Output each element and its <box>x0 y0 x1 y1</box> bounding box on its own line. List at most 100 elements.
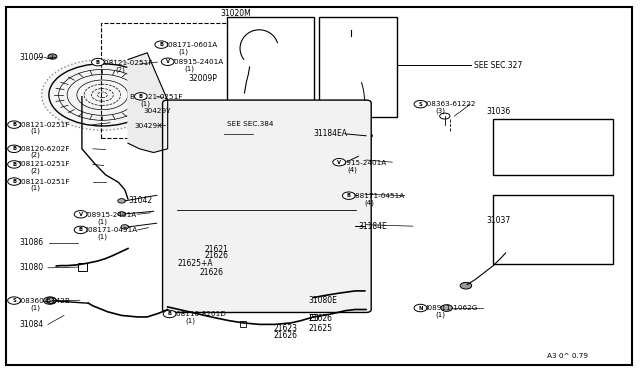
Circle shape <box>42 60 163 130</box>
Text: (1): (1) <box>97 233 108 240</box>
Text: 31086: 31086 <box>19 238 44 247</box>
Text: 31080E: 31080E <box>308 296 337 305</box>
Text: A3 0^ 0.79: A3 0^ 0.79 <box>547 353 588 359</box>
Text: 21625: 21625 <box>308 324 333 333</box>
Circle shape <box>8 145 20 153</box>
Circle shape <box>211 264 224 272</box>
Circle shape <box>253 156 340 207</box>
Text: B08121-0251F: B08121-0251F <box>17 179 70 185</box>
Text: (1): (1) <box>31 185 41 191</box>
Text: 31080: 31080 <box>19 263 44 272</box>
Text: B08121-0251F: B08121-0251F <box>99 60 152 66</box>
Text: (2): (2) <box>115 67 125 73</box>
Circle shape <box>364 224 371 228</box>
Text: 30429X: 30429X <box>134 124 163 129</box>
Text: B: B <box>12 162 16 167</box>
Text: 31037: 31037 <box>486 216 511 225</box>
Text: B: B <box>96 60 100 65</box>
Text: 21626: 21626 <box>205 251 229 260</box>
Text: S08363-61222: S08363-61222 <box>422 101 476 107</box>
Circle shape <box>191 155 283 208</box>
Circle shape <box>346 64 356 70</box>
Text: B: B <box>168 311 172 317</box>
Bar <box>511 137 589 159</box>
Circle shape <box>226 175 249 188</box>
Polygon shape <box>128 53 168 153</box>
Circle shape <box>356 193 364 198</box>
Text: (1): (1) <box>31 128 41 134</box>
Text: (1): (1) <box>97 218 108 225</box>
Bar <box>310 314 317 320</box>
FancyBboxPatch shape <box>163 100 371 312</box>
Circle shape <box>330 192 343 200</box>
Text: 31009: 31009 <box>19 53 44 62</box>
Text: V08915-2401A: V08915-2401A <box>333 160 387 166</box>
Text: 21625+A: 21625+A <box>178 259 214 268</box>
Circle shape <box>46 298 56 304</box>
Circle shape <box>414 100 427 108</box>
Circle shape <box>271 166 323 197</box>
Text: B08120-6202F: B08120-6202F <box>17 146 70 152</box>
Circle shape <box>191 192 204 200</box>
Circle shape <box>161 58 174 65</box>
Bar <box>319 17 397 117</box>
Circle shape <box>346 71 356 77</box>
Circle shape <box>74 211 87 218</box>
Circle shape <box>357 154 365 158</box>
Circle shape <box>118 199 125 203</box>
Circle shape <box>8 297 20 304</box>
Text: SEE SEC.327: SEE SEC.327 <box>474 61 522 70</box>
Circle shape <box>8 161 20 168</box>
Text: B08110-8201D: B08110-8201D <box>172 311 227 317</box>
Text: 32009P: 32009P <box>189 74 218 83</box>
Text: B: B <box>347 193 351 198</box>
Text: (1): (1) <box>178 49 188 55</box>
Text: B08121-0251F: B08121-0251F <box>17 161 70 167</box>
FancyBboxPatch shape <box>498 206 604 254</box>
Text: V: V <box>166 59 170 64</box>
Circle shape <box>414 304 427 312</box>
FancyBboxPatch shape <box>498 129 604 167</box>
Text: S: S <box>419 102 422 107</box>
Text: B: B <box>139 94 143 99</box>
Circle shape <box>44 297 56 304</box>
Text: B08171-0451A: B08171-0451A <box>83 227 138 233</box>
Circle shape <box>285 175 307 188</box>
Circle shape <box>246 240 287 264</box>
Text: (1): (1) <box>435 311 445 318</box>
Bar <box>339 36 365 60</box>
Text: V: V <box>79 212 83 217</box>
Text: (1): (1) <box>184 66 195 73</box>
Circle shape <box>74 226 87 234</box>
Text: V08915-2401A: V08915-2401A <box>83 212 138 218</box>
Circle shape <box>232 231 302 272</box>
Circle shape <box>350 80 360 86</box>
Text: 21623: 21623 <box>274 324 298 333</box>
Bar <box>101 23 312 138</box>
Circle shape <box>155 41 168 48</box>
Text: 31020M: 31020M <box>221 9 252 17</box>
Text: B: B <box>12 122 16 127</box>
Text: B08171-0451A: B08171-0451A <box>351 193 405 199</box>
Text: N: N <box>418 305 423 311</box>
Circle shape <box>8 178 20 185</box>
Text: (2): (2) <box>31 152 40 158</box>
Text: B: B <box>12 146 16 151</box>
Text: (1): (1) <box>141 101 151 108</box>
Text: B: B <box>12 179 16 184</box>
Text: S: S <box>12 298 16 303</box>
Text: N08911-1062G: N08911-1062G <box>422 305 478 311</box>
Circle shape <box>121 225 129 229</box>
Circle shape <box>48 54 57 59</box>
Circle shape <box>365 134 372 138</box>
Circle shape <box>310 264 323 272</box>
Circle shape <box>118 212 125 216</box>
Text: S08360-6142B: S08360-6142B <box>17 298 70 304</box>
Circle shape <box>347 27 355 31</box>
Circle shape <box>460 282 472 289</box>
Bar <box>493 119 613 175</box>
Circle shape <box>134 93 147 100</box>
Text: B: B <box>159 42 163 47</box>
Text: 31184E: 31184E <box>358 222 387 231</box>
Bar <box>240 321 246 327</box>
